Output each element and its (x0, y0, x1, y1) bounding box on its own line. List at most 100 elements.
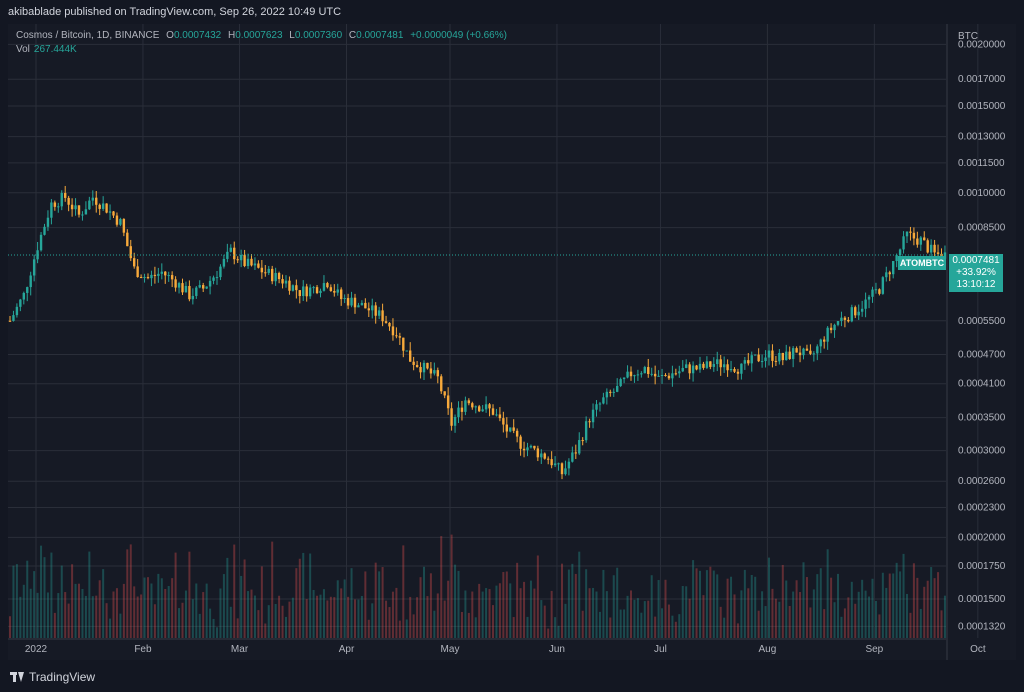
volume-bar (764, 606, 767, 638)
candle-body (484, 404, 488, 410)
candle-body (854, 307, 857, 316)
candle-body (429, 368, 433, 374)
candle-body (850, 307, 853, 322)
y-tick-label: 0.0001320 (958, 621, 1006, 632)
candle-body (146, 276, 150, 279)
volume-bar (878, 614, 881, 638)
volume-bar (467, 612, 470, 638)
volume-bar (202, 592, 205, 638)
candle-body (267, 268, 270, 273)
volume-bar (478, 583, 481, 638)
candle-body (747, 360, 750, 364)
candle-body (143, 276, 146, 278)
volume-bar (433, 610, 436, 638)
candle-body (115, 215, 119, 225)
volume-bar (485, 588, 488, 638)
candle-body (308, 287, 312, 297)
volume-bar (837, 573, 839, 638)
candle-body (360, 302, 364, 306)
tradingview-logo-icon (10, 672, 24, 682)
volume-bar (550, 590, 553, 638)
candle-body (923, 237, 926, 241)
candle-body (322, 283, 326, 291)
candle-body (860, 308, 864, 312)
volume-bar (129, 544, 132, 638)
volume-bar (329, 596, 332, 638)
volume-bar (305, 599, 308, 638)
open-label: O (166, 30, 174, 41)
candle-body (733, 369, 736, 372)
volume-bar (12, 565, 15, 638)
volume-bar (643, 601, 646, 638)
volume-bar (847, 597, 850, 638)
volume-bar (336, 580, 339, 638)
volume-bar (747, 588, 750, 638)
candle-body (660, 374, 664, 376)
volume-bar (661, 608, 664, 638)
candle-body (598, 403, 602, 405)
candle-body (219, 266, 222, 278)
volume-bar (571, 563, 574, 638)
volume-bar (395, 587, 398, 638)
volume-bar (267, 605, 270, 638)
candle-body (260, 267, 264, 273)
volume-bar (29, 588, 32, 638)
candle-body (315, 287, 319, 294)
volume-bar (592, 587, 595, 638)
candle-body (740, 363, 743, 374)
volume-bar (15, 564, 18, 638)
candle-body (764, 357, 767, 362)
volume-bar (147, 577, 149, 638)
volume-bar (91, 596, 94, 638)
candle-body (798, 352, 802, 356)
volume-bar (419, 577, 422, 638)
volume-bar (295, 568, 298, 638)
candle-body (419, 367, 422, 373)
candle-body (647, 367, 650, 375)
candle-body (467, 400, 471, 404)
candle-body (157, 273, 160, 276)
brand[interactable]: TradingView (10, 670, 95, 684)
volume-bar (771, 588, 774, 638)
volume-bar (33, 571, 36, 638)
volume-bar (902, 553, 905, 638)
volume-bar (888, 573, 891, 638)
candle-body (170, 275, 174, 280)
volume-bar (222, 574, 225, 638)
volume-bar (464, 590, 467, 638)
candle-body (415, 364, 419, 368)
volume-bar (492, 605, 494, 638)
volume-bar (333, 597, 336, 638)
volume-bar (785, 580, 788, 638)
volume-bar (933, 578, 936, 638)
candle-body (622, 377, 626, 380)
volume-bar (619, 609, 622, 638)
volume-bar (802, 562, 805, 638)
candle-body (553, 463, 557, 466)
candle-body (750, 355, 753, 364)
volume-bar (916, 577, 919, 638)
candle-body (70, 204, 74, 210)
volume-bar (78, 583, 80, 638)
volume-bar (750, 574, 753, 638)
volume-value: 267.444K (33, 44, 77, 55)
candle-body (402, 337, 405, 351)
volume-bar (281, 605, 284, 638)
volume-bar (447, 580, 450, 638)
candle-body (509, 427, 512, 432)
candle-body (916, 238, 919, 245)
candle-body (695, 365, 698, 370)
volume-bar (730, 576, 733, 638)
candle-body (77, 205, 81, 215)
volume-bar (543, 605, 546, 638)
volume-bar (778, 601, 781, 638)
y-tick-label: 0.0017000 (958, 74, 1006, 85)
volume-bar (81, 588, 84, 638)
candle-body (767, 350, 771, 358)
volume-bar (184, 590, 187, 638)
candle-body (640, 373, 643, 375)
candle-body (398, 336, 402, 338)
volume-bar (298, 558, 301, 638)
volume-bar (937, 572, 940, 638)
